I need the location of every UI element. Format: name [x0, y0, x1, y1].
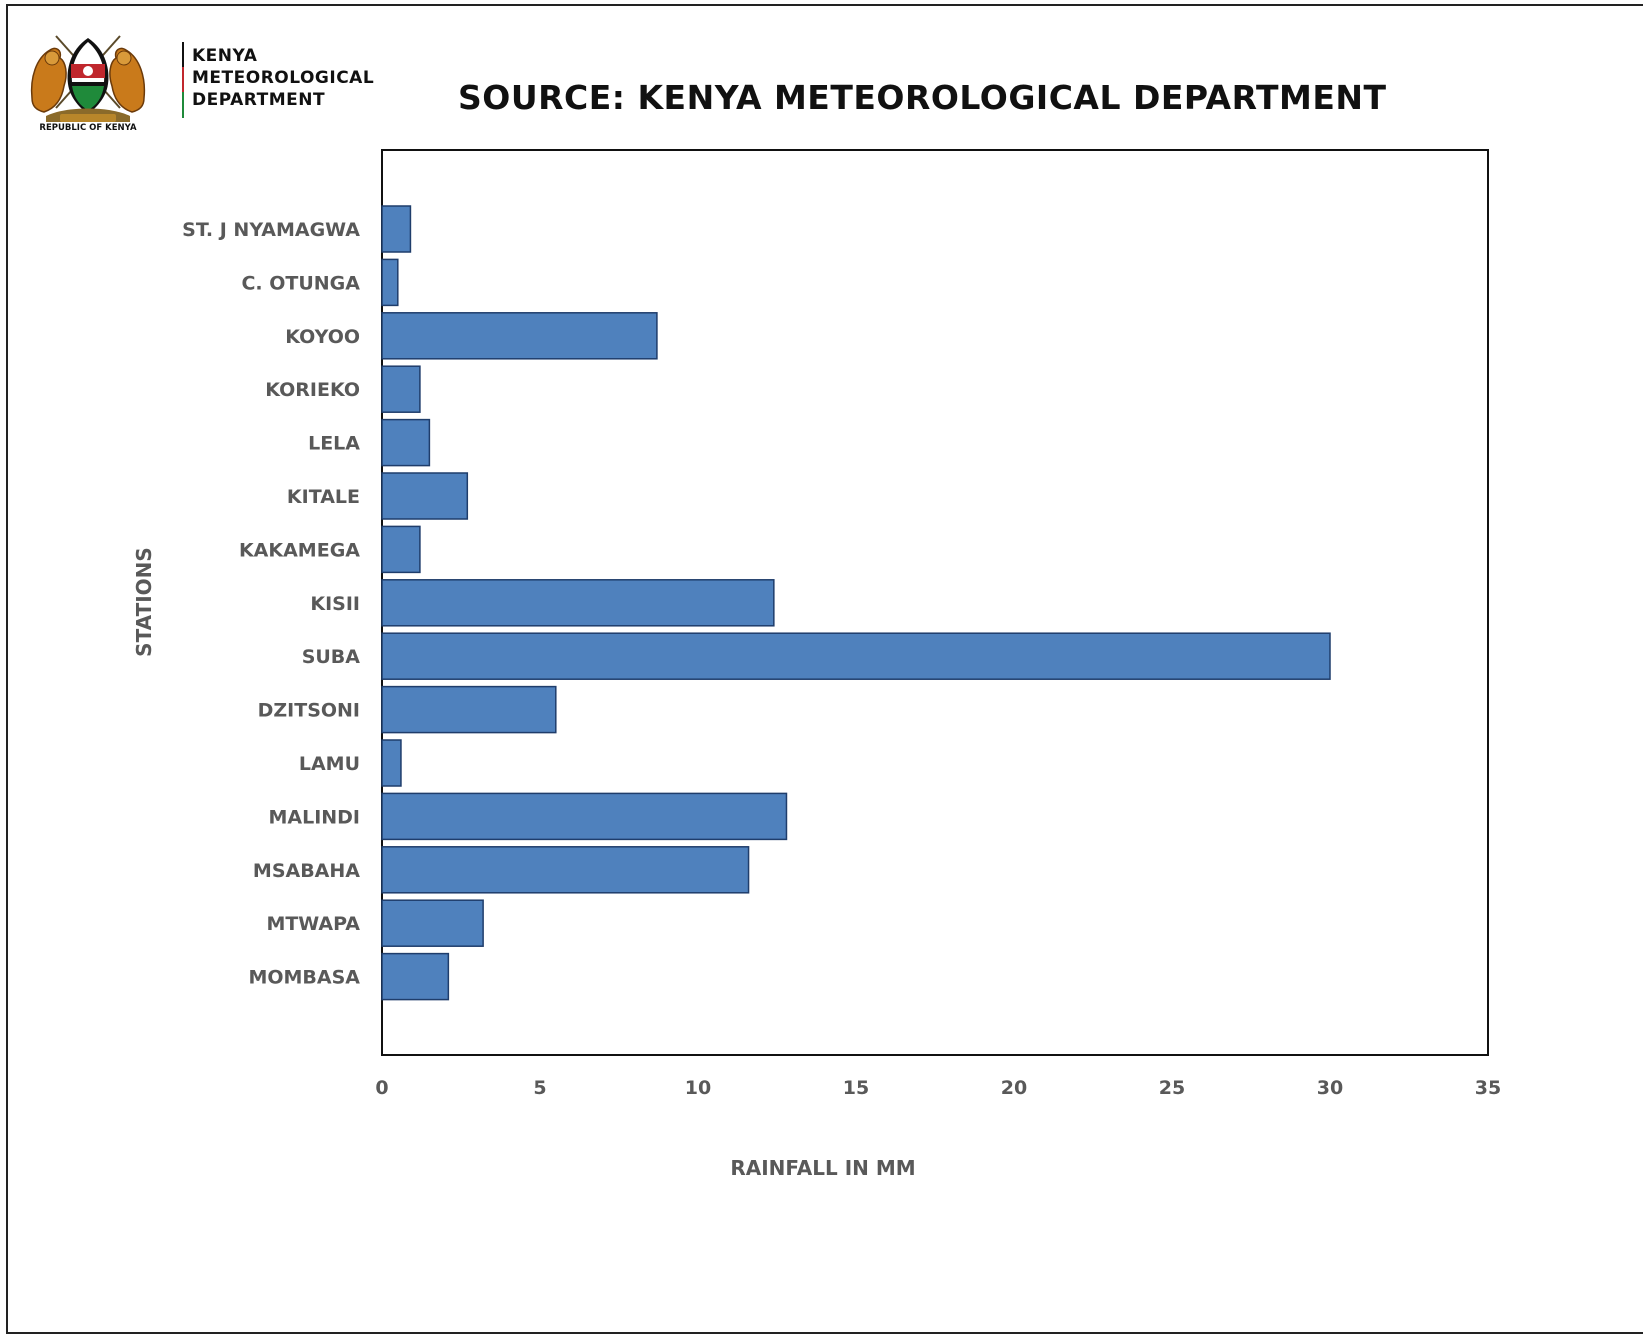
y-tick-label: LAMU — [299, 753, 360, 775]
y-axis-title: STATIONS — [132, 547, 156, 657]
kenya-coat-of-arms-emblem: REPUBLIC OF KENYA — [30, 35, 146, 132]
bar-lela — [381, 418, 431, 467]
bar-c-otunga — [381, 258, 399, 307]
y-tick-label: LELA — [308, 433, 360, 455]
y-tick-label: MALINDI — [268, 806, 360, 828]
y-tick-label: KORIEKO — [265, 379, 360, 401]
x-axis-title: RAINFALL IN MM — [730, 1156, 915, 1180]
y-tick-label: MSABAHA — [253, 860, 360, 882]
y-tick-label: ST. J NYAMAGWA — [182, 219, 360, 241]
x-tick-label: 30 — [1317, 1077, 1343, 1099]
bar-kitale — [381, 472, 469, 520]
x-tick-label: 5 — [533, 1077, 546, 1099]
bar-koyoo — [381, 312, 658, 360]
flag-bar-green — [182, 92, 184, 118]
bar-suba — [381, 632, 1331, 680]
bar-mtwapa — [381, 899, 484, 947]
y-tick-label: SUBA — [302, 646, 361, 668]
bar-kakamega — [381, 525, 421, 574]
department-name-block: KENYA METEOROLOGICAL DEPARTMENT — [182, 42, 412, 122]
x-tick-label: 25 — [1159, 1077, 1185, 1099]
y-tick-label: KOYOO — [285, 326, 360, 348]
bar-lamu — [381, 739, 402, 787]
flag-bar-black — [182, 42, 184, 67]
x-tick-label: 35 — [1475, 1077, 1501, 1099]
x-tick-label: 0 — [375, 1077, 388, 1099]
y-tick-label: KISII — [310, 593, 360, 615]
dept-line-kenya: KENYA — [192, 46, 258, 66]
bar-kisii — [381, 579, 775, 627]
x-tick-label: 20 — [1001, 1077, 1027, 1099]
bar-korieko — [381, 365, 421, 413]
flag-bar-red — [182, 67, 184, 92]
y-tick-label: KITALE — [287, 486, 360, 508]
bar-st-j-nyamagwa — [381, 205, 412, 253]
y-tick-label: KAKAMEGA — [239, 539, 360, 561]
y-tick-label: DZITSONI — [258, 700, 360, 722]
y-tick-label: C. OTUNGA — [241, 272, 360, 294]
emblem-caption: REPUBLIC OF KENYA — [39, 123, 137, 132]
bar-malindi — [381, 792, 788, 841]
x-tick-label: 15 — [843, 1077, 869, 1099]
bar-mombasa — [381, 952, 450, 1001]
x-tick-label: 10 — [685, 1077, 711, 1099]
y-tick-label: MOMBASA — [248, 967, 360, 989]
dept-line-department: DEPARTMENT — [192, 90, 326, 110]
bar-dzitsoni — [381, 685, 557, 734]
bar-msabaha — [381, 846, 750, 894]
y-tick-label: MTWAPA — [266, 913, 360, 935]
source-title: SOURCE: KENYA METEOROLOGICAL DEPARTMENT — [458, 78, 1387, 117]
dept-line-meteorological: METEOROLOGICAL — [192, 68, 375, 88]
